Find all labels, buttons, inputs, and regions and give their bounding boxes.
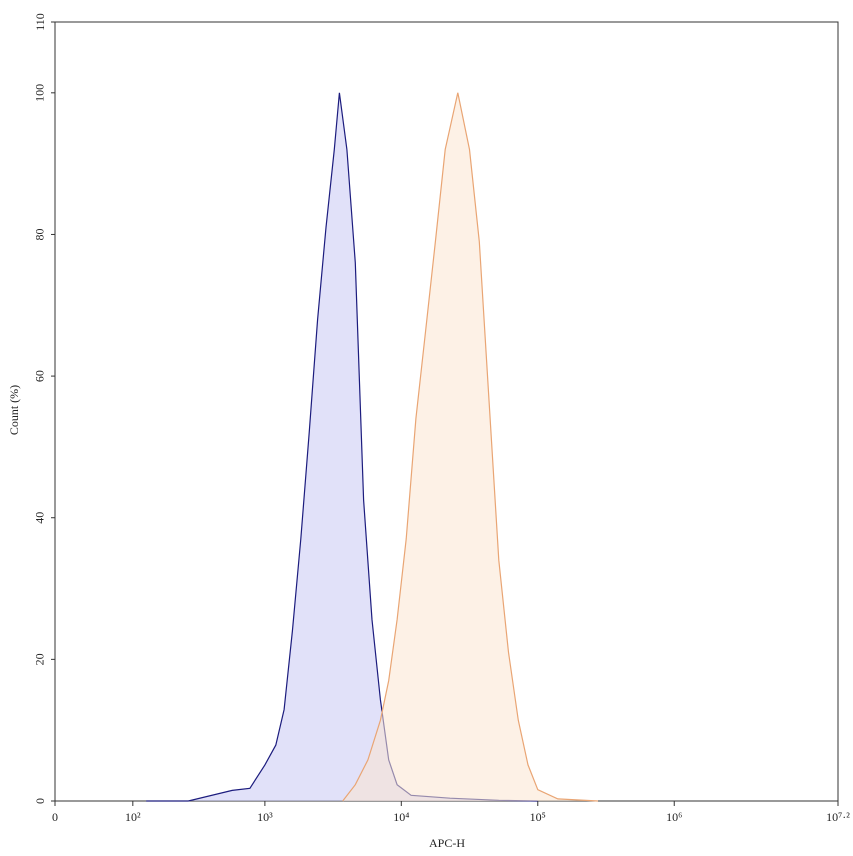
y-tick-label: 110 (33, 13, 47, 31)
y-tick-label: 80 (33, 228, 47, 240)
x-tick-label: 10⁴ (393, 810, 409, 824)
y-axis-label: Count (%) (7, 385, 21, 435)
x-tick-label: 10⁷·² (826, 810, 850, 824)
y-tick-label: 20 (33, 653, 47, 665)
histogram-curve (342, 92, 599, 802)
y-tick-label: 60 (33, 370, 47, 382)
x-tick-label: 10⁶ (666, 810, 682, 824)
y-tick-label: 0 (33, 798, 47, 804)
x-axis-label: APC-H (429, 836, 465, 850)
y-tick-label: 40 (33, 512, 47, 524)
x-tick-label: 0 (52, 810, 58, 824)
x-tick-label: 10³ (257, 810, 273, 824)
x-tick-label: 10² (125, 810, 141, 824)
x-tick-label: 10⁵ (530, 810, 546, 824)
y-tick-label: 100 (33, 84, 47, 102)
